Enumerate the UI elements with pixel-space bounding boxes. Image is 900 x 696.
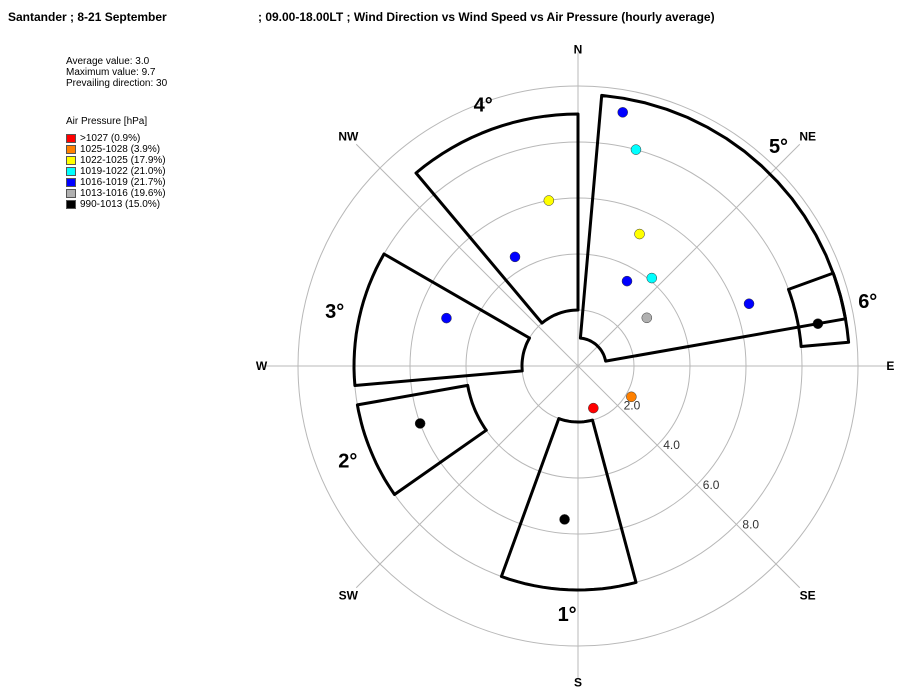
- legend-title: Air Pressure [hPa]: [66, 116, 148, 127]
- cluster-label: 1°: [558, 604, 577, 626]
- grid-spoke: [355, 365, 579, 589]
- cluster-label: 3°: [325, 301, 344, 323]
- legend-item: 1025-1028 (3.9%): [66, 144, 166, 155]
- direction-label: S: [574, 675, 582, 689]
- legend-label: 1013-1016 (19.6%): [80, 188, 166, 199]
- cluster-label: 6°: [858, 291, 877, 313]
- chart-title-left: Santander ; 8-21 September: [8, 10, 167, 24]
- data-point: [634, 228, 645, 240]
- legend-swatch: [66, 178, 76, 187]
- cluster-label: 4°: [474, 95, 493, 117]
- legend: >1027 (0.9%) 1025-1028 (3.9%) 1022-1025 (1…: [66, 133, 166, 210]
- average-value: Average value: 3.0: [66, 56, 150, 67]
- legend-item: 1019-1022 (21.0%): [66, 166, 166, 177]
- cluster-outline: [414, 112, 580, 325]
- legend-label: 990-1013 (15.0%): [80, 199, 161, 210]
- legend-item: >1027 (0.9%): [66, 133, 166, 144]
- legend-label: 1019-1022 (21.0%): [80, 166, 166, 177]
- maximum-value: Maximum value: 9.7: [66, 67, 156, 78]
- radial-tick-label: 2.0: [624, 399, 641, 413]
- legend-swatch: [66, 134, 76, 143]
- direction-label: SE: [800, 589, 816, 603]
- data-point: [630, 144, 642, 155]
- legend-label: >1027 (0.9%): [80, 133, 141, 144]
- data-point: [617, 107, 628, 118]
- direction-label: N: [574, 43, 583, 57]
- legend-swatch: [66, 200, 76, 209]
- direction-label: E: [886, 359, 894, 373]
- data-point: [743, 298, 755, 310]
- chart-title-right: ; 09.00-18.00LT ; Wind Direction vs Wind…: [258, 10, 715, 24]
- legend-label: 1016-1019 (21.7%): [80, 177, 166, 188]
- cluster-outline: [355, 383, 488, 496]
- data-point: [646, 272, 658, 284]
- data-point: [588, 402, 599, 414]
- data-point: [441, 312, 452, 324]
- legend-swatch: [66, 167, 76, 176]
- direction-label: NE: [799, 129, 816, 143]
- cluster-outline: [578, 93, 847, 363]
- stats-panel: Average value: 3.0 Maximum value: 9.7 Pr…: [66, 56, 167, 89]
- radial-tick-label: 4.0: [663, 438, 680, 452]
- radial-tick-label: 8.0: [742, 517, 759, 531]
- legend-label: 1022-1025 (17.9%): [80, 155, 166, 166]
- legend-swatch: [66, 145, 76, 154]
- data-point: [621, 275, 633, 287]
- grid-spoke: [577, 143, 801, 367]
- grid-spoke: [355, 143, 579, 367]
- cluster-outline: [352, 252, 531, 387]
- cluster-label: 5°: [769, 136, 788, 158]
- data-point: [641, 312, 653, 324]
- legend-item: 1013-1016 (19.6%): [66, 188, 166, 199]
- data-point: [543, 195, 555, 206]
- direction-label: NW: [338, 129, 359, 143]
- legend-label: 1025-1028 (3.9%): [80, 144, 161, 155]
- legend-swatch: [66, 189, 76, 198]
- legend-item: 990-1013 (15.0%): [66, 199, 166, 210]
- prevailing-direction: Prevailing direction: 30: [66, 78, 168, 89]
- cluster-outline: [787, 271, 851, 348]
- direction-label: W: [256, 359, 268, 373]
- data-point: [559, 514, 570, 525]
- legend-item: 1016-1019 (21.7%): [66, 177, 166, 188]
- data-point: [414, 418, 426, 429]
- radial-tick-label: 6.0: [703, 478, 720, 492]
- cluster-outline: [499, 417, 638, 592]
- direction-label: SW: [339, 589, 359, 603]
- grid-spoke: [577, 365, 801, 589]
- legend-swatch: [66, 156, 76, 165]
- data-point: [509, 251, 521, 263]
- legend-item: 1022-1025 (17.9%): [66, 155, 166, 166]
- data-point: [626, 391, 637, 403]
- cluster-label: 2°: [338, 450, 357, 472]
